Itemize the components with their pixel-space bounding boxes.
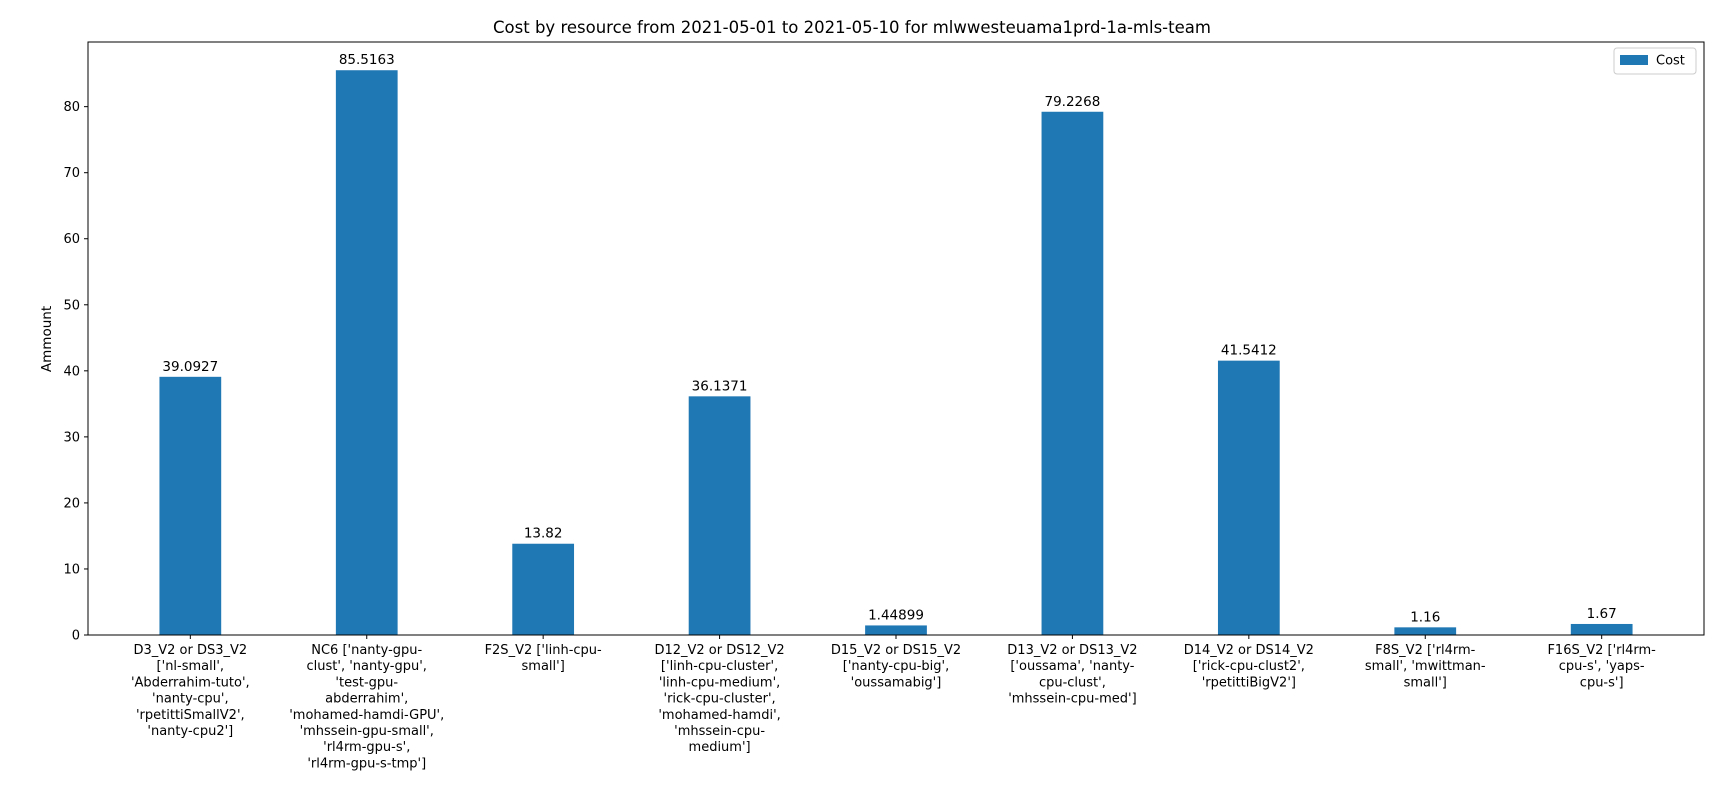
x-tick-label: F16S_V2 ['rl4rm-cpu-s', 'yaps-cpu-s'] [1547, 643, 1656, 690]
y-tick-label: 20 [63, 496, 80, 511]
bar-value-label: 1.16 [1410, 609, 1440, 625]
x-tick-label-line: 'rl4rm-gpu-s', [323, 740, 410, 755]
x-tick-label-line: cpu-clust', [1039, 675, 1106, 690]
x-tick-label-line: D15_V2 or DS15_V2 [831, 643, 961, 658]
x-tick-label-line: D3_V2 or DS3_V2 [133, 643, 247, 658]
x-tick-label: D15_V2 or DS15_V2['nanty-cpu-big','oussa… [831, 643, 961, 690]
bar [1394, 627, 1457, 635]
legend: Cost [1613, 47, 1697, 75]
x-tick-label-line: cpu-s'] [1580, 675, 1624, 690]
bar [335, 70, 398, 635]
legend-label-cost: Cost [1656, 54, 1685, 69]
y-tick-label: 30 [63, 430, 80, 445]
x-tick-label-line: 'Abderrahim-tuto', [131, 675, 250, 690]
y-tick-label: 10 [63, 562, 80, 577]
x-tick-label-line: D14_V2 or DS14_V2 [1184, 643, 1314, 658]
x-tick-label-line: 'nanty-cpu2'] [147, 724, 233, 739]
bar [1041, 111, 1104, 636]
x-tick-label-line: 'mhssein-cpu-med'] [1008, 692, 1136, 707]
bar-value-label: 13.82 [524, 526, 563, 542]
x-tick-label-line: abderrahim', [325, 692, 408, 707]
x-tick-label: D12_V2 or DS12_V2['linh-cpu-cluster','li… [654, 643, 784, 755]
bar [1217, 360, 1280, 635]
x-tick-label: F8S_V2 ['rl4rm-small', 'mwittman-small'] [1365, 643, 1486, 690]
bars-group [159, 70, 1633, 636]
x-tick-label-line: D13_V2 or DS13_V2 [1007, 643, 1137, 658]
y-tick-label: 0 [72, 629, 80, 644]
x-tick-label-line: 'rpetittiSmallV2', [136, 708, 245, 723]
plot-frame [87, 41, 1705, 636]
x-tick-label-line: cpu-s', 'yaps- [1559, 659, 1645, 674]
bar-value-label: 85.5163 [339, 52, 395, 68]
legend-swatch-cost [1620, 55, 1648, 65]
x-tick-label-line: 'test-gpu- [335, 675, 398, 690]
x-tick-label-line: ['oussama', 'nanty- [1010, 659, 1134, 674]
chart-title: Cost by resource from 2021-05-01 to 2021… [493, 18, 1211, 37]
bar [512, 543, 575, 635]
x-tick-label-line: 'rl4rm-gpu-s-tmp'] [307, 756, 426, 771]
x-axis-ticks: D3_V2 or DS3_V2['nl-small','Abderrahim-t… [131, 635, 1656, 771]
x-tick-label-line: ['linh-cpu-cluster', [661, 659, 778, 674]
y-axis-ticks: 0 10 20 30 40 50 60 70 80 [63, 100, 88, 644]
bar [865, 625, 927, 635]
x-tick-label-line: medium'] [689, 740, 751, 755]
x-tick-label: NC6 ['nanty-gpu-clust', 'nanty-gpu','tes… [289, 643, 444, 771]
x-tick-label-line: ['nanty-cpu-big', [843, 659, 950, 674]
y-axis-label: Ammount [39, 306, 55, 372]
legend-box [1613, 47, 1697, 75]
x-tick-label-line: clust', 'nanty-gpu', [307, 659, 427, 674]
x-tick-label-line: 'linh-cpu-medium', [659, 675, 780, 690]
x-tick-label-line: 'mohamed-hamdi-GPU', [289, 708, 444, 723]
x-tick-label: D3_V2 or DS3_V2['nl-small','Abderrahim-t… [131, 643, 250, 739]
x-tick-label-line: 'oussamabig'] [851, 675, 942, 690]
x-tick-label-line: 'nanty-cpu', [152, 692, 229, 707]
bar-value-labels: 39.0927 85.5163 13.82 36.1371 1.44899 79.2268… [162, 52, 1616, 625]
bar-value-label: 41.5412 [1221, 343, 1277, 359]
x-tick-label-line: small'] [1404, 675, 1447, 690]
bar-value-label: 1.44899 [868, 607, 924, 623]
x-tick-label-line: 'rpetittiBigV2'] [1202, 675, 1296, 690]
y-tick-label: 40 [63, 364, 80, 379]
x-tick-label-line: F8S_V2 ['rl4rm- [1375, 643, 1475, 658]
x-tick-label-line: small', 'mwittman- [1365, 659, 1486, 674]
x-tick-label-line: F16S_V2 ['rl4rm- [1547, 643, 1656, 658]
x-tick-label-line: 'rick-cpu-cluster', [664, 692, 776, 707]
x-tick-label-line: F2S_V2 ['linh-cpu- [485, 643, 602, 658]
y-tick-label: 70 [63, 166, 80, 181]
bar-value-label: 39.0927 [162, 359, 218, 375]
bar [688, 396, 751, 635]
x-tick-label: F2S_V2 ['linh-cpu-small'] [485, 643, 602, 674]
x-tick-label-line: 'mohamed-hamdi', [658, 708, 780, 723]
bar [159, 376, 222, 635]
x-tick-label-line: NC6 ['nanty-gpu- [311, 643, 422, 658]
bar-value-label: 79.2268 [1045, 94, 1101, 110]
x-tick-label-line: 'mhssein-cpu- [674, 724, 765, 739]
y-tick-label: 80 [63, 100, 80, 115]
x-tick-label-line: 'mhssein-gpu-small', [300, 724, 434, 739]
bar-value-label: 1.67 [1587, 606, 1617, 622]
x-tick-label: D13_V2 or DS13_V2['oussama', 'nanty-cpu-… [1007, 643, 1137, 707]
x-tick-label-line: ['nl-small', [157, 659, 225, 674]
x-tick-label: D14_V2 or DS14_V2['rick-cpu-clust2','rpe… [1184, 643, 1314, 690]
x-tick-label-line: D12_V2 or DS12_V2 [654, 643, 784, 658]
y-tick-label: 50 [63, 298, 80, 313]
y-tick-label: 60 [63, 232, 80, 247]
x-tick-label-line: ['rick-cpu-clust2', [1193, 659, 1305, 674]
bar-value-label: 36.1371 [692, 378, 748, 394]
x-tick-label-line: small'] [522, 659, 565, 674]
bar [1570, 623, 1633, 635]
